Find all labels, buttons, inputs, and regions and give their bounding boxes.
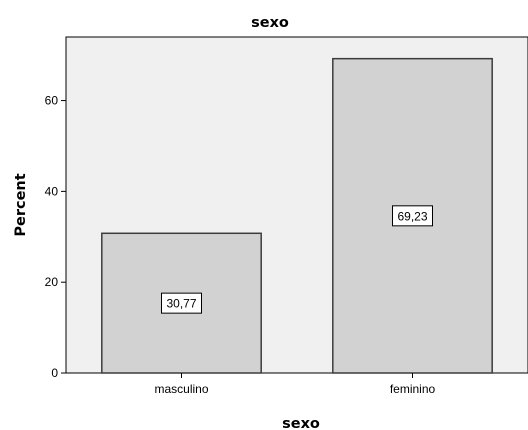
data-label: 30,77	[166, 297, 196, 311]
data-label-box	[161, 292, 202, 314]
y-axis-title: Percent	[13, 173, 29, 236]
y-tick-label: 40	[45, 184, 59, 198]
chart-title: sexo	[251, 15, 289, 31]
y-tick-label: 60	[45, 94, 59, 108]
x-axis-title: sexo	[282, 416, 320, 430]
data-label-box	[392, 205, 433, 227]
x-tick-label: feminino	[390, 382, 436, 396]
bars-group: 30,77 69,23	[101, 57, 493, 374]
y-axis: 0 20 40 60	[45, 94, 66, 380]
y-tick-label: 20	[45, 275, 59, 289]
x-tick-label: masculino	[154, 382, 208, 396]
x-axis: masculino feminino	[154, 373, 436, 396]
data-label: 69,23	[397, 209, 427, 223]
y-tick-label: 0	[51, 366, 58, 380]
